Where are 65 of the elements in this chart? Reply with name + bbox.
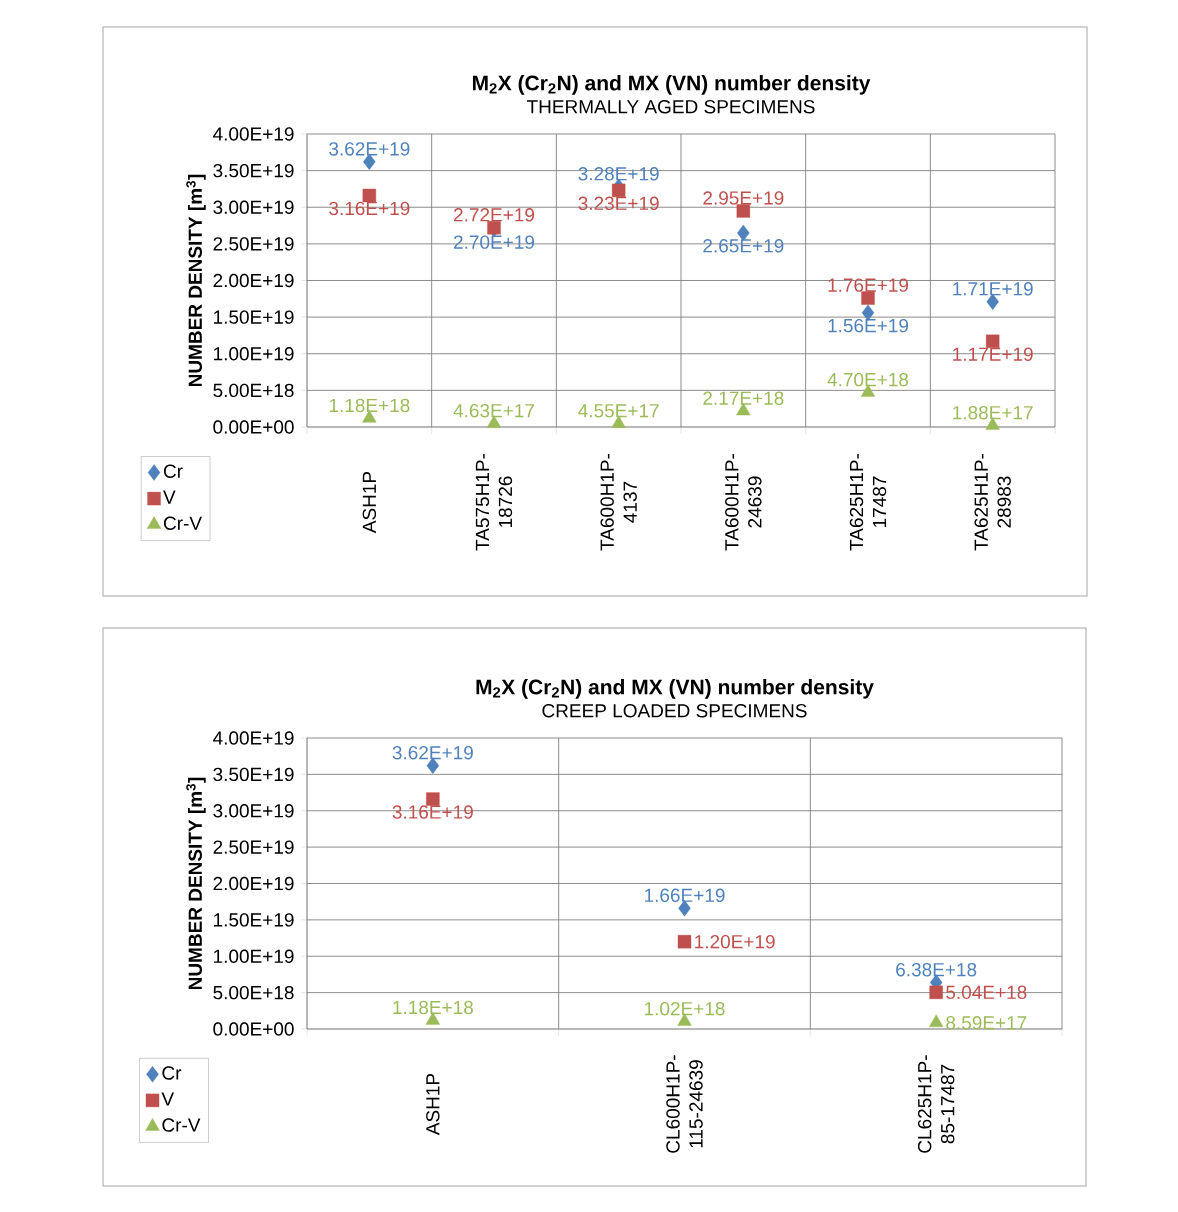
legend-label: Cr: [162, 1066, 182, 1080]
chart-title: M$_{2}$X (Cr$_{2}$N) and MX (VN) number density: [476, 679, 874, 699]
y-tick-label: 1.50E+19: [214, 310, 294, 324]
data-label: 6.38E+18: [896, 962, 977, 977]
data-label: 3.16E+19: [329, 201, 410, 216]
data-label: 2.17E+18: [703, 391, 784, 405]
x-tick-label: TA600H1P-24639: [725, 453, 762, 551]
data-label: 4.70E+18: [827, 372, 909, 387]
y-tick-label: 1.00E+19: [214, 949, 294, 963]
y-axis-title: NUMBER DENSITY [m$^{3}$]: [186, 174, 206, 387]
x-tick-label: TA575H1P-18726: [475, 453, 513, 551]
chart-subtitle: THERMALLY AGED SPECIMENS: [526, 100, 815, 114]
data-label: 1.76E+19: [828, 278, 909, 292]
data-label: 2.95E+19: [703, 191, 784, 205]
data-label: 1.18E+18: [329, 398, 410, 413]
y-tick-label: 3.50E+19: [213, 767, 294, 782]
data-label: 3.23E+19: [578, 196, 659, 211]
y-tick-label: 1.50E+19: [214, 913, 294, 927]
data-label: 1.66E+19: [645, 888, 725, 903]
y-tick-label: 5.00E+18: [213, 985, 294, 1000]
data-label: 1.17E+19: [953, 347, 1033, 361]
data-label: 8.59E+17: [946, 1016, 1027, 1030]
chart-subtitle: CREEP LOADED SPECIMENS: [542, 704, 807, 718]
data-label: 1.18E+18: [393, 1000, 473, 1015]
y-tick-label: 3.00E+19: [213, 200, 294, 214]
x-tick-label: TA600H1P-4137: [600, 453, 637, 551]
y-tick-label: 2.00E+19: [213, 273, 294, 288]
data-label: 2.72E+19: [454, 208, 535, 222]
y-tick-label: 2.50E+19: [213, 237, 294, 251]
data-label: 3.62E+19: [329, 142, 410, 156]
legend-label: Cr: [163, 464, 183, 478]
y-tick-label: 0.00E+00: [213, 420, 294, 434]
x-tick-label: CL625H1P-85-17487: [917, 1055, 955, 1153]
data-label: 2.65E+19: [703, 239, 784, 253]
x-tick-label: ASH1P: [426, 1073, 440, 1136]
y-tick-label: 3.00E+19: [213, 804, 294, 818]
data-label: 3.62E+19: [392, 745, 473, 760]
legend-label: V: [163, 490, 176, 504]
x-tick-label: TA625H1P-17487: [849, 453, 887, 551]
y-tick-label: 4.00E+19: [213, 127, 294, 141]
data-label: 1.02E+18: [645, 1001, 725, 1016]
x-tick-label: ASH1P: [362, 471, 377, 534]
legend-label: V: [161, 1092, 175, 1106]
chart-title: M$_{2}$X (Cr$_{2}$N) and MX (VN) number density: [472, 75, 871, 95]
y-tick-label: 4.00E+19: [213, 731, 294, 745]
legend-label: Cr-V: [163, 516, 202, 530]
x-tick-label: TA625H1P-28983: [974, 453, 1011, 551]
y-tick-label: 2.50E+19: [213, 840, 294, 854]
y-axis-title: NUMBER DENSITY [m$^{3}$]: [186, 777, 206, 990]
legend-label: Cr-V: [162, 1118, 201, 1132]
data-label: 1.88E+17: [953, 405, 1033, 420]
data-label: 3.28E+19: [578, 167, 659, 181]
data-label: 1.20E+19: [695, 934, 775, 949]
y-tick-label: 2.00E+19: [213, 876, 294, 891]
y-tick-label: 0.00E+00: [213, 1022, 294, 1036]
y-tick-label: 3.50E+19: [213, 163, 294, 178]
data-label: 1.71E+19: [953, 282, 1033, 296]
data-label: 4.63E+17: [453, 403, 534, 418]
y-tick-label: 1.00E+19: [214, 347, 294, 361]
data-label: 3.16E+19: [392, 805, 473, 819]
y-tick-label: 5.00E+18: [213, 383, 294, 398]
x-tick-label: CL600H1P-115-24639: [666, 1055, 703, 1153]
data-label: 2.70E+19: [454, 235, 535, 249]
data-label: 4.55E+17: [578, 404, 659, 418]
data-label: 1.56E+19: [828, 318, 909, 333]
